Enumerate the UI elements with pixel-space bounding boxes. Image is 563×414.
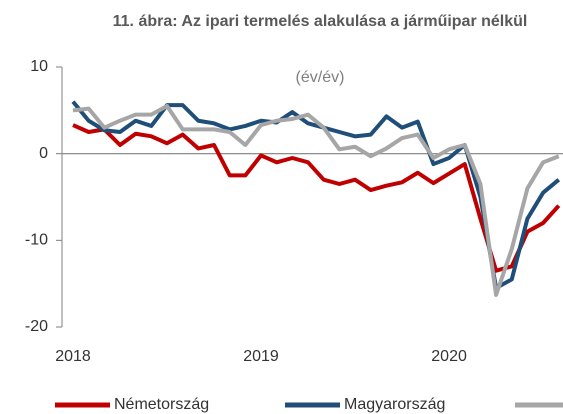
x-tick-label: 2018 bbox=[55, 348, 91, 365]
y-tick-label: 0 bbox=[39, 145, 48, 162]
chart-subtitle: (év/év) bbox=[296, 69, 345, 86]
legend-label: Magyarország bbox=[344, 396, 445, 413]
series-line bbox=[71, 100, 561, 290]
x-tick-label: 2019 bbox=[243, 348, 279, 365]
legend-label: Németország bbox=[114, 396, 209, 413]
x-tick-label: 2020 bbox=[431, 348, 467, 365]
y-tick-label: -20 bbox=[25, 318, 48, 335]
chart-title: 11. ábra: Az ipari termelés alakulása a … bbox=[112, 13, 528, 30]
series-line bbox=[72, 104, 560, 297]
y-tick-label: -10 bbox=[25, 232, 48, 249]
y-tick-label: 10 bbox=[30, 58, 48, 75]
series-line bbox=[72, 123, 561, 273]
